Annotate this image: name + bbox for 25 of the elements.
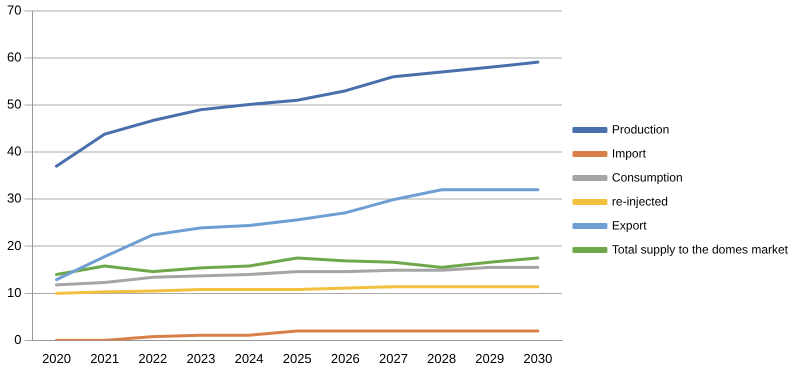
x-tick-label: 2021 [90, 350, 120, 366]
y-tick-label: 0 [14, 332, 22, 347]
x-tick-label: 2028 [427, 350, 456, 366]
y-tick-label: 70 [6, 2, 22, 18]
legend-label: Consumption [612, 170, 683, 184]
x-tick-label: 2029 [475, 350, 504, 366]
y-tick-label: 20 [6, 238, 22, 253]
y-tick-label: 60 [6, 49, 22, 64]
legend-label: Production [612, 122, 670, 136]
legend-label: Total supply to the domes market [612, 242, 789, 256]
y-tick-label: 50 [6, 96, 22, 112]
x-tick-label: 2020 [42, 350, 71, 366]
x-tick-label: 2024 [234, 350, 264, 366]
x-tick-label: 2027 [378, 350, 408, 366]
legend-label: re-injected [612, 194, 668, 208]
legend-label: Import [612, 146, 647, 160]
legend-label: Export [612, 218, 648, 232]
x-tick-label: 2025 [282, 350, 312, 366]
x-tick-label: 2026 [330, 350, 360, 366]
y-tick-label: 10 [6, 284, 22, 300]
y-tick-label: 30 [6, 190, 22, 206]
x-tick-label: 2022 [138, 350, 168, 366]
x-tick-label: 2023 [186, 350, 216, 366]
x-tick-label: 2030 [523, 350, 552, 366]
y-tick-label: 40 [6, 144, 22, 159]
